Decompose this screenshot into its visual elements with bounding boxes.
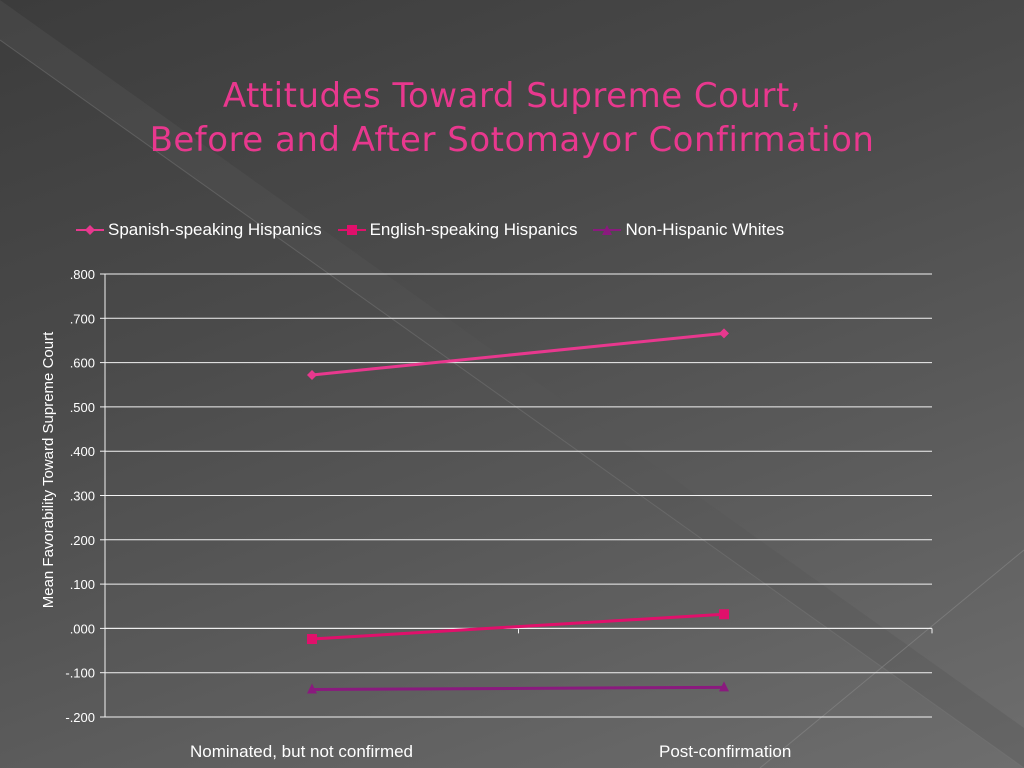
triangle-marker-icon: [593, 225, 622, 235]
data-point: [719, 609, 729, 620]
legend-label-english: English-speaking Hispanics: [369, 220, 578, 239]
legend-item-spanish: Spanish-speaking Hispanics: [76, 220, 322, 240]
y-tick-label: -.100: [65, 666, 95, 681]
title-line-1: Attitudes Toward Supreme Court,: [222, 76, 802, 116]
y-tick-label: -.200: [65, 710, 95, 725]
diamond-marker-icon: [76, 225, 104, 235]
series-line-2: [311, 685, 725, 692]
series-line-0: [311, 331, 725, 377]
data-point: [307, 683, 317, 694]
y-tick-label: .600: [70, 356, 95, 371]
y-tick-label: .800: [70, 267, 95, 282]
square-marker-icon: [337, 225, 366, 235]
x-tick-label-0: Nominated, but not confirmed: [190, 742, 414, 761]
title-line-2: Before and After Sotomayor Confirmation: [149, 120, 875, 160]
chart-title: Attitudes Toward Supreme Court, Before a…: [0, 74, 1024, 162]
series-line-1: [311, 612, 725, 641]
y-tick-label: .500: [70, 400, 95, 415]
y-tick-label: .100: [70, 577, 95, 592]
legend-item-english: English-speaking Hispanics: [337, 220, 578, 240]
y-tick-label: .200: [70, 533, 95, 548]
data-point: [307, 634, 317, 645]
legend-label-spanish: Spanish-speaking Hispanics: [108, 220, 322, 239]
legend-label-whites: Non-Hispanic Whites: [625, 220, 785, 239]
data-point: [307, 370, 317, 381]
x-tick-label-1: Post-confirmation: [659, 742, 792, 761]
data-point: [719, 328, 729, 339]
legend: Spanish-speaking Hispanics English-speak…: [76, 218, 800, 242]
legend-item-whites: Non-Hispanic Whites: [593, 220, 784, 240]
data-point: [719, 681, 729, 692]
y-tick-label: .400: [70, 444, 95, 459]
y-tick-label: .300: [70, 489, 95, 504]
y-tick-label: .000: [70, 621, 95, 636]
y-tick-label: .700: [70, 311, 95, 326]
